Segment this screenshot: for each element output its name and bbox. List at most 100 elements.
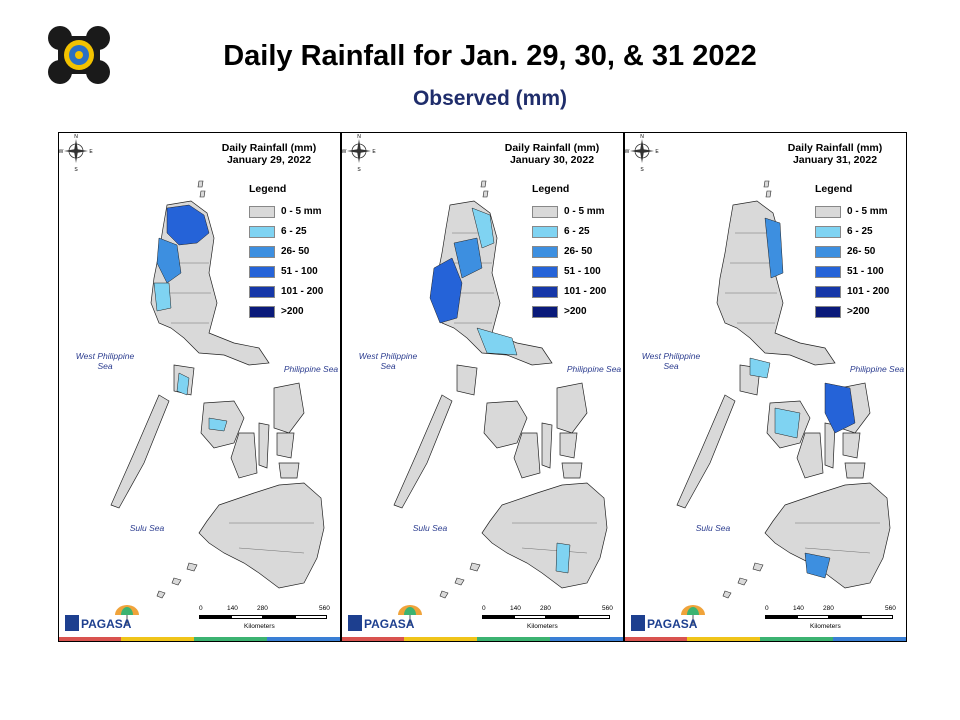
legend-label: 101 - 200: [281, 286, 324, 297]
compass-w: W: [59, 149, 64, 155]
compass-e: E: [655, 149, 659, 155]
color-strip: [59, 637, 340, 641]
island-palawan: [110, 394, 170, 509]
pagasa-brand: PAGASA: [629, 601, 709, 635]
legend-label: 26- 50: [564, 246, 593, 257]
pagasa-brand: PAGASA: [346, 601, 426, 635]
legend-label: 51 - 100: [847, 266, 884, 277]
legend-swatch: [815, 226, 841, 238]
legend-swatch: [532, 266, 558, 278]
legend-swatch: [249, 226, 275, 238]
scale-tick: 0: [482, 605, 486, 612]
compass-s: S: [74, 167, 78, 173]
map-panel-jan30: N S W E Daily Rainfall (mm) January 30, …: [341, 132, 624, 642]
islands-sulu: [439, 562, 481, 599]
panel-title: Daily Rainfall (mm) January 30, 2022: [492, 142, 612, 166]
scale-tick: 280: [540, 605, 551, 612]
legend-swatch: [532, 246, 558, 258]
legend-swatch: [249, 206, 275, 218]
sea-label-west: West Philippine Sea: [641, 351, 701, 371]
legend-label: >200: [847, 306, 870, 317]
islands-batanes: [763, 180, 772, 198]
compass-n: N: [357, 134, 361, 140]
scale-tick: 560: [885, 605, 896, 612]
scale-bar: 0 140 280 560 Kilometers: [765, 605, 896, 635]
scale-bar: 0 140 280 560 Kilometers: [199, 605, 330, 635]
island-bohol: [844, 462, 866, 479]
compass-rose-icon: N S W E: [625, 134, 659, 173]
scale-tick: 560: [602, 605, 613, 612]
color-strip: [342, 637, 623, 641]
legend-swatch: [532, 206, 558, 218]
sea-label-west: West Philippine Sea: [75, 351, 135, 371]
legend-label: 0 - 5 mm: [281, 206, 322, 217]
legend-label: 26- 50: [847, 246, 876, 257]
scale-bar-graphic: [482, 615, 610, 619]
compass-rose-icon: N S W E: [342, 134, 376, 173]
scale-tick: 0: [765, 605, 769, 612]
sea-label-east: Philippine Sea: [566, 364, 622, 374]
islands-batanes: [480, 180, 489, 198]
legend-label: >200: [281, 306, 304, 317]
sea-label-east: Philippine Sea: [283, 364, 339, 374]
sea-label-sulu: Sulu Sea: [129, 523, 165, 533]
legend-label: 0 - 5 mm: [847, 206, 888, 217]
philippines-map: [110, 180, 325, 599]
scale-units: Kilometers: [244, 623, 275, 630]
scale-tick: 560: [319, 605, 330, 612]
panel-title-line2: January 31, 2022: [792, 154, 878, 166]
scale-units: Kilometers: [527, 623, 558, 630]
legend-swatch: [815, 306, 841, 318]
color-strip: [625, 637, 906, 641]
page-subtitle: Observed (mm): [412, 87, 568, 110]
legend-swatch: [532, 286, 558, 298]
scale-bar: 0 140 280 560 Kilometers: [482, 605, 613, 635]
panel-title-line2: January 30, 2022: [509, 154, 595, 166]
panel-title-line1: Daily Rainfall (mm): [504, 142, 600, 154]
compass-s: S: [640, 167, 644, 173]
legend-label: 101 - 200: [847, 286, 890, 297]
legend-title: Legend: [815, 183, 853, 195]
compass-rose-icon: N S W E: [59, 134, 93, 173]
legend-swatch: [532, 306, 558, 318]
compass-e: E: [89, 149, 93, 155]
island-cebu: [258, 422, 270, 469]
legend-swatch: [249, 266, 275, 278]
scale-bar-graphic: [765, 615, 893, 619]
island-negros: [513, 432, 541, 479]
pagasa-umbrella-icon: [65, 605, 139, 631]
island-samar: [556, 382, 588, 434]
legend-label: 0 - 5 mm: [564, 206, 605, 217]
map-panel-jan29: N S W E Daily Rainfall (mm) January 29, …: [58, 132, 341, 642]
island-samar: [273, 382, 305, 434]
legend-label: 51 - 100: [564, 266, 601, 277]
map-panel-jan31: N S W E Daily Rainfall (mm) January 31, …: [624, 132, 907, 642]
pagasa-wordmark: PAGASA: [81, 617, 132, 631]
dost-pagasa-logo: [48, 26, 110, 84]
island-mindanao: [481, 482, 608, 589]
province-boundaries: [725, 232, 880, 554]
island-leyte: [842, 432, 861, 459]
islands-batanes: [197, 180, 206, 198]
legend-swatch: [249, 286, 275, 298]
legend-label: >200: [564, 306, 587, 317]
island-palawan: [393, 394, 453, 509]
scale-tick: 140: [510, 605, 521, 612]
legend-label: 6 - 25: [281, 226, 307, 237]
panel-title-line1: Daily Rainfall (mm): [787, 142, 883, 154]
island-mindanao: [198, 482, 325, 589]
pagasa-brand: PAGASA: [63, 601, 143, 635]
panel-title: Daily Rainfall (mm) January 29, 2022: [209, 142, 329, 166]
island-bohol: [561, 462, 583, 479]
panel-title-line2: January 29, 2022: [226, 154, 312, 166]
philippines-map: [676, 180, 891, 599]
island-panay: [483, 400, 528, 449]
pagasa-umbrella-icon: [348, 605, 422, 631]
philippines-map: [393, 180, 608, 599]
scale-tick: 280: [257, 605, 268, 612]
island-mindanao: [764, 482, 891, 589]
legend-swatch: [249, 246, 275, 258]
sea-label-sulu: Sulu Sea: [412, 523, 448, 533]
scale-tick: 0: [199, 605, 203, 612]
scale-tick: 280: [823, 605, 834, 612]
